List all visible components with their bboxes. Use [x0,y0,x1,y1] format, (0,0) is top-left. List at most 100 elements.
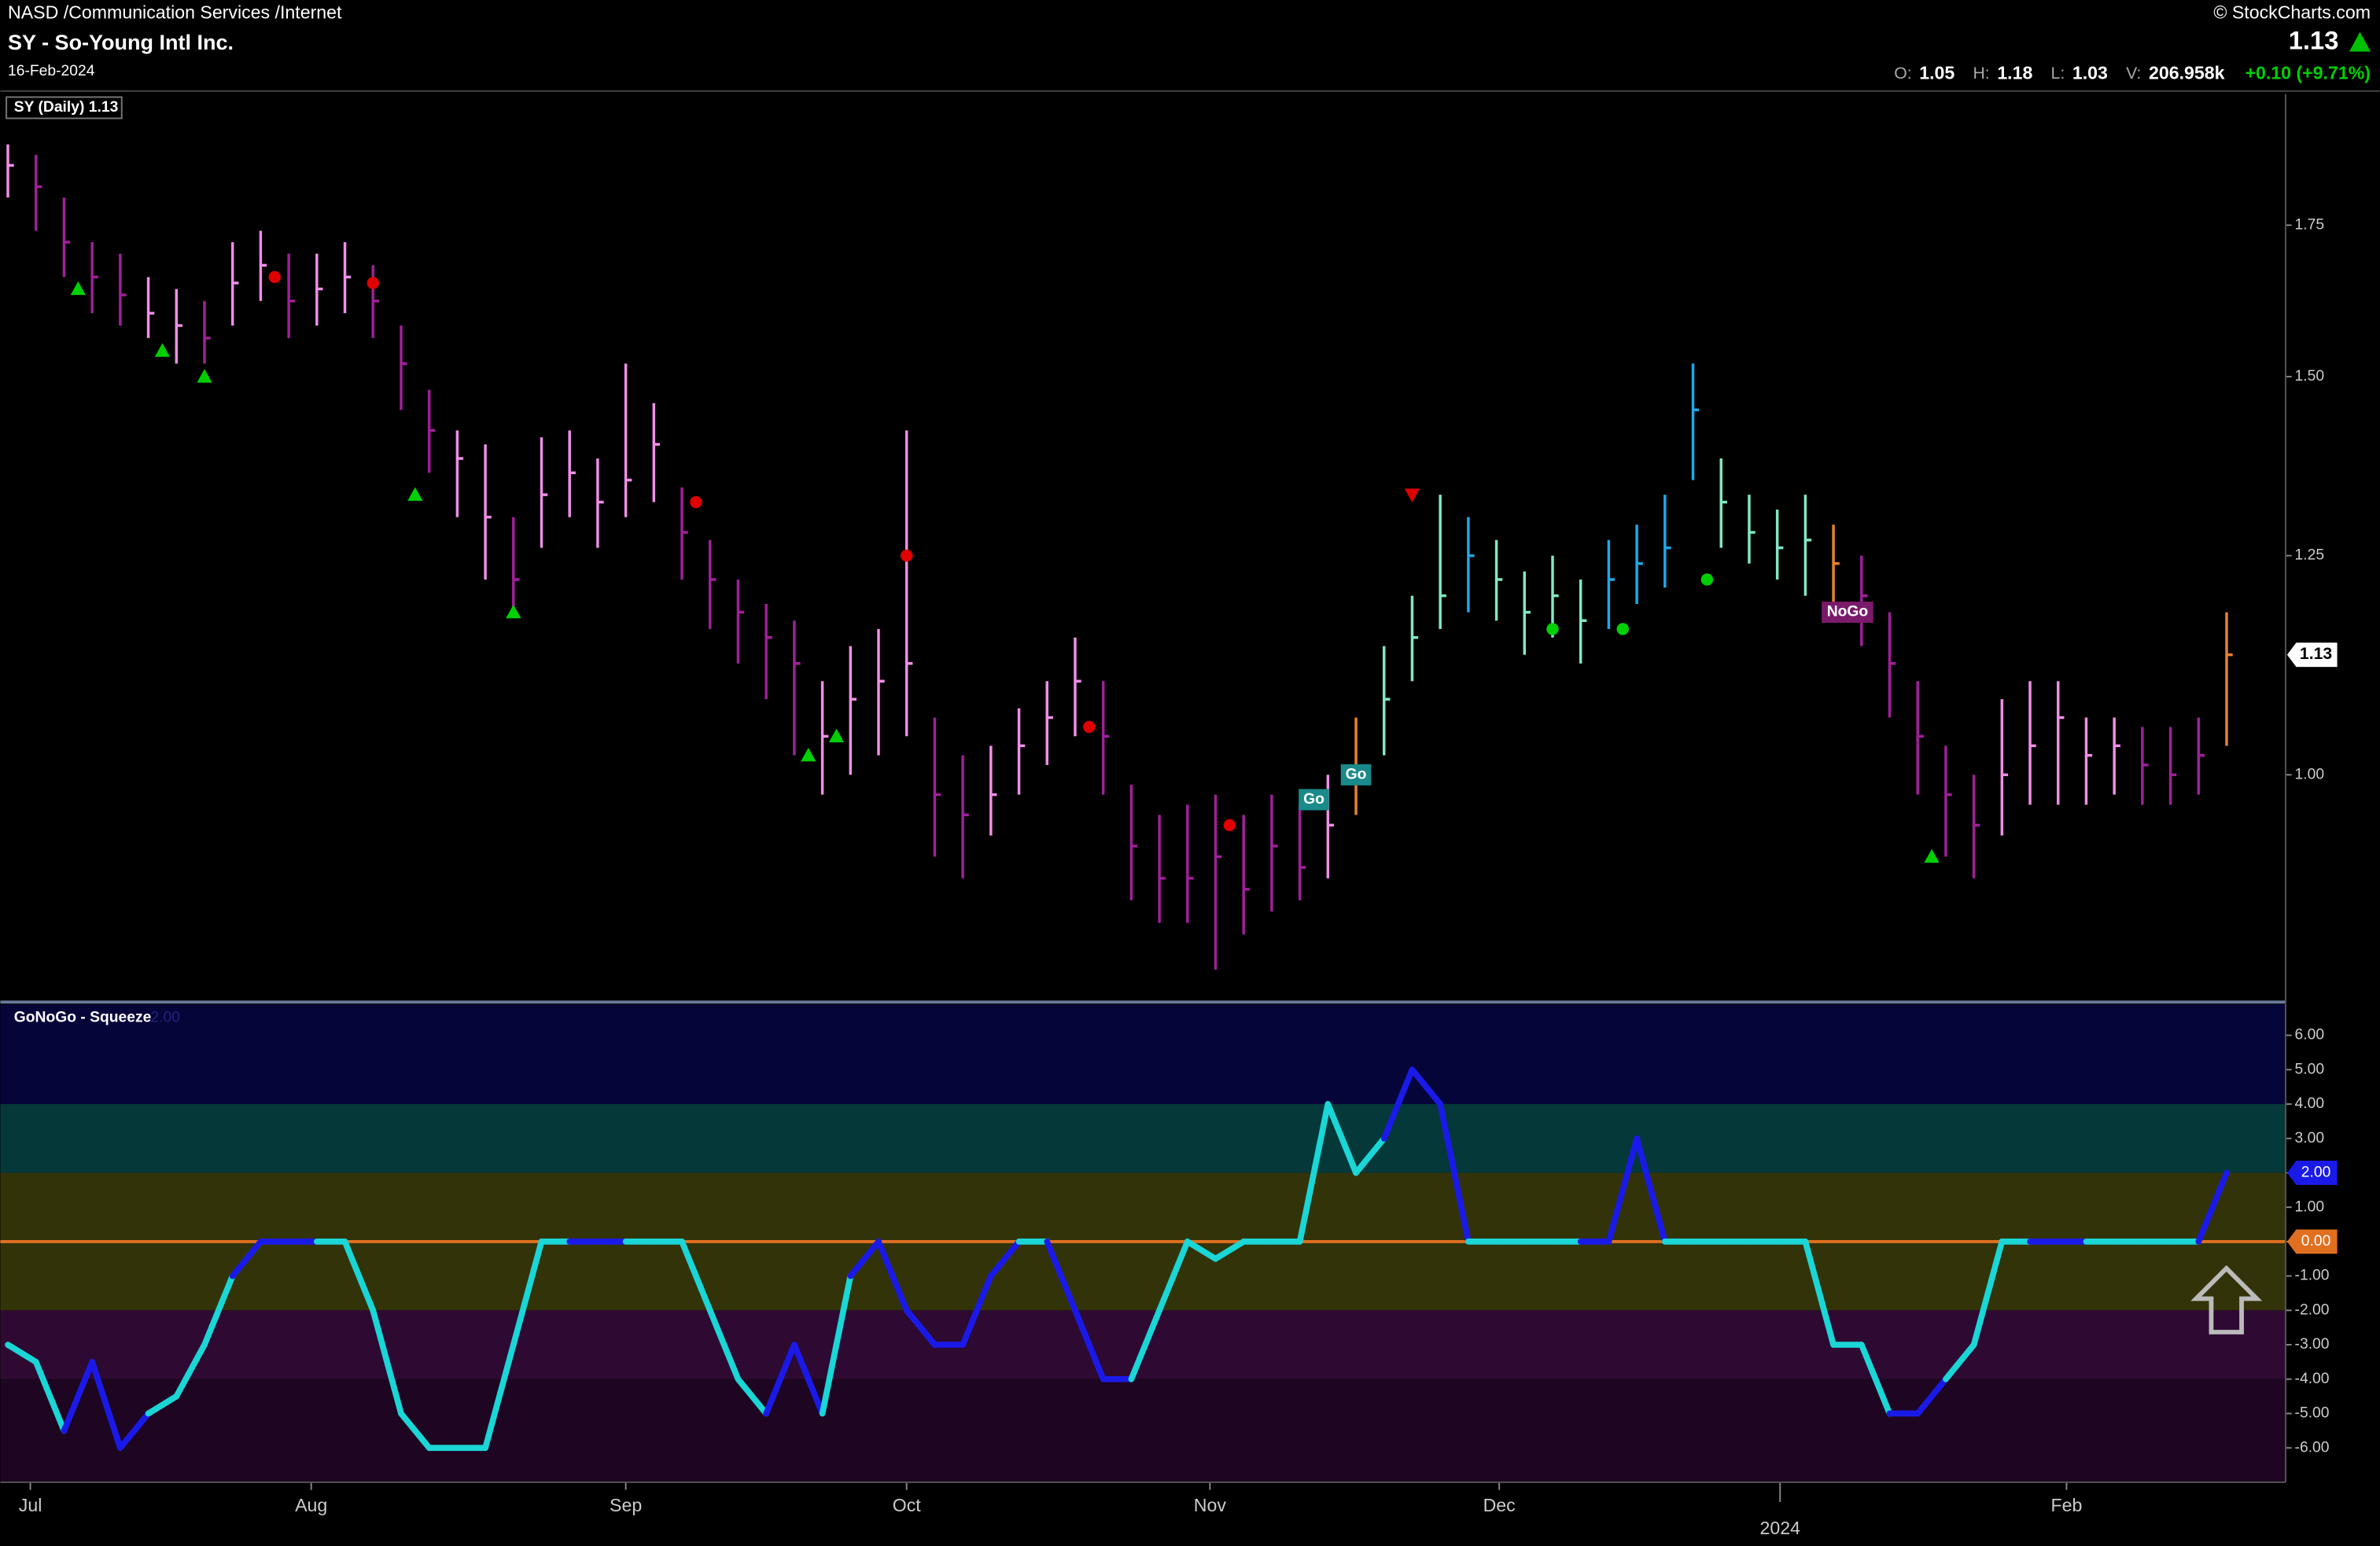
ohlc-row: O: 1.05 H: 1.18 L: 1.03 V: 206.958k [1894,63,2224,83]
marker-triangle [1924,848,1940,863]
oscillator-segment [1324,1101,1359,1176]
oscillator-segment [1858,1342,1893,1417]
oscillator-segment [960,1272,994,1348]
legend-box [6,96,123,120]
oscillator-segment [819,1272,854,1417]
oscillator-segment [1409,1066,1444,1107]
oscillator-segment [229,1239,264,1279]
oscillator-segment [1212,1239,1247,1262]
oscillator-segment [987,1239,1022,1279]
oscillator-segment [2195,1169,2230,1245]
legend: SY (Daily) 1.13 [14,99,119,116]
price-tag [2286,642,2338,668]
oscillator-segment [370,1307,404,1417]
y-tick-label: -1.00 [2295,1268,2330,1284]
y-tick-label: -6.00 [2295,1439,2330,1456]
up-icon [2349,31,2371,52]
marker-dot [268,271,281,284]
oscillator-segment [89,1359,123,1452]
marker-triangle [506,604,521,619]
oscillator-segment [1128,1307,1162,1382]
ohlc-value: 1.05 [1919,63,1954,83]
marker-dot [367,277,379,289]
oscillator-segment [482,1342,517,1452]
oscillator-segment [1353,1135,1387,1176]
oscillator-segment [1605,1135,1640,1245]
ohlc-label: O: [1894,64,1911,83]
marker-dot [1546,623,1559,635]
y-tick-label: 1.00 [2295,1198,2325,1215]
marker-dot [1223,819,1236,832]
oscillator-segment [1970,1239,2006,1348]
arrow-icon [2190,1264,2263,1334]
marker-triangle [801,747,816,762]
marker-triangle [70,281,86,296]
ticker-name: SY - So-Young Intl Inc. [8,31,234,54]
ohlc-value: 206.958k [2149,63,2225,83]
y-tick-label: -3.00 [2295,1336,2330,1353]
band [0,1004,2286,1105]
ohlc-value: 1.18 [1997,63,2032,83]
oscillator-segment [5,1342,39,1365]
oscillator-segment [1156,1239,1191,1314]
marker-dot [690,495,702,509]
date: 16-Feb-2024 [8,63,95,79]
y-tick-label: 5.00 [2295,1061,2325,1077]
oscillator-segment [1943,1342,1977,1382]
y-tick-label: 6.00 [2295,1027,2325,1044]
oscillator-segment [398,1410,433,1452]
oscillator-segment [735,1375,770,1417]
brand: © StockCharts.com [2213,2,2371,22]
oscillator-segment [1914,1375,1949,1417]
x-tick-label: Dec [1483,1495,1516,1515]
y-tick-label: 1.00 [2295,766,2325,782]
signal-label: NoGo [1827,604,1869,620]
oscillator-title: GoNoGo - Squeeze [14,1010,152,1026]
oscillator-segment [679,1239,713,1314]
x-tick-label: Oct [893,1495,922,1515]
oscillator-segment [201,1272,236,1348]
marker-triangle [828,728,845,743]
y-tick-label: -4.00 [2295,1371,2330,1387]
ohlc-value: 1.03 [2072,63,2108,83]
last-price: 1.13 [2289,26,2339,55]
oscillator-segment [32,1359,68,1434]
oscillator-segment [1802,1239,1837,1348]
oscillator-segment [763,1342,798,1417]
oscillator-segment [1072,1307,1107,1382]
oscillator-segment [61,1359,96,1434]
oscillator-segment [1296,1101,1332,1245]
x-tick-label: Aug [295,1495,327,1515]
change: +0.10 (+9.71%) [2245,63,2371,83]
price-tag-label: 1.13 [2300,645,2332,663]
signal-box [1822,602,1873,624]
oscillator-segment [875,1239,910,1314]
ohlc-label: V: [2126,64,2141,83]
value-tag-label: 0.00 [2301,1233,2331,1250]
exchange: NASD /Communication Services /Internet [8,2,342,22]
marker-triangle [197,369,212,383]
x-tick-label: Nov [1194,1495,1227,1515]
value-tag [2286,1161,2338,1185]
marker-dot [1700,573,1714,586]
signal-box [1340,764,1372,786]
oscillator-title-value: 2.00 [150,1010,180,1026]
oscillator-segment [1044,1239,1078,1314]
y-tick-label: 3.00 [2295,1130,2325,1147]
oscillator-segment [117,1410,152,1452]
y-tick-label: 4.00 [2295,1095,2325,1112]
oscillator-segment [510,1239,545,1348]
x-year-label: 2024 [1759,1518,1800,1538]
oscillator-segment [1634,1135,1668,1245]
oscillator-segment [341,1239,377,1314]
oscillator-segment [791,1342,826,1417]
oscillator-segment [706,1307,742,1382]
x-tick-label: Sep [610,1495,642,1515]
x-tick-label: Jul [19,1495,42,1515]
oscillator-segment [1184,1239,1219,1262]
signal-label: Go [1303,791,1324,808]
signal-label: Go [1346,766,1367,782]
x-tick-label: Feb [2051,1495,2083,1515]
ohlc-label: H: [1973,64,1989,83]
marker-dot [1616,623,1629,635]
